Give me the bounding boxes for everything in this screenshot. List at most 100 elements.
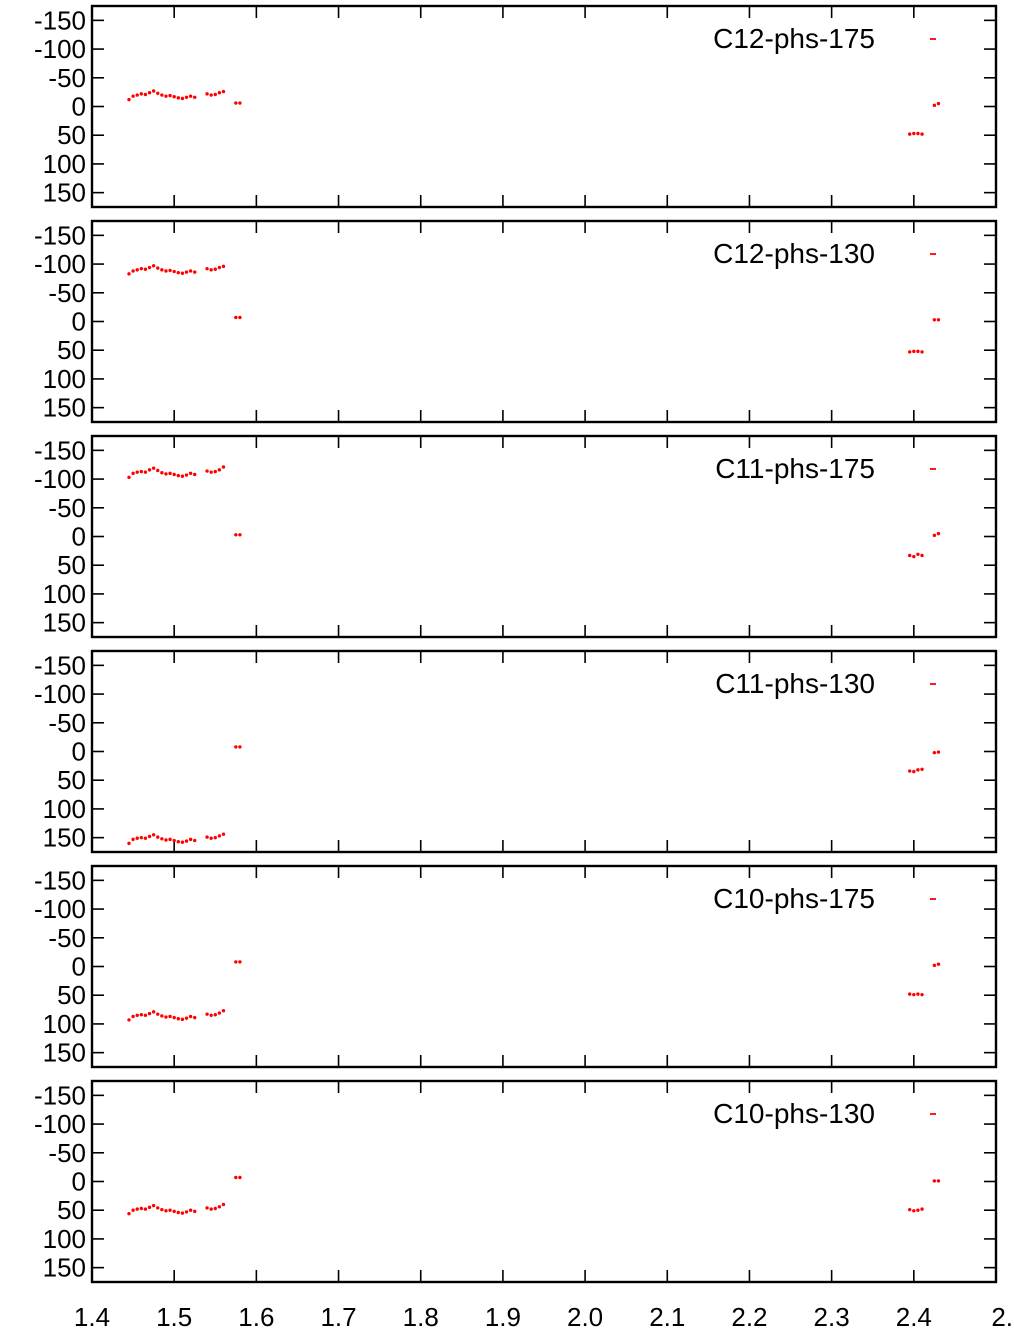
data-point [217,91,222,95]
y-tick-label: 0 [72,1167,86,1197]
data-point [213,1206,217,1211]
data-point [238,533,242,537]
data-point [205,266,209,271]
y-tick-label: -50 [48,278,86,308]
data-point [160,1207,164,1212]
data-point [135,268,139,272]
data-point [213,1013,217,1017]
y-tick-label: -50 [48,493,86,523]
data-point [147,1205,152,1210]
data-point [193,838,197,843]
data-point [238,1175,242,1180]
x-tick-label: 1.7 [320,1302,356,1332]
data-point [131,471,135,476]
data-point [131,1208,135,1212]
data-point [139,92,144,96]
data-point [139,835,144,840]
data-point [139,266,144,271]
y-tick-label: -50 [48,708,86,738]
data-point [932,1179,937,1183]
data-point [193,95,197,100]
data-point [131,94,135,98]
data-point [168,837,172,842]
data-point [936,1179,941,1183]
data-point [151,833,156,837]
data-point [221,1202,226,1207]
legend-label: C10-phs-175 [713,883,875,914]
y-tick-label: 150 [43,393,86,423]
data-point [213,835,217,840]
data-point [135,1207,139,1211]
data-point [176,96,180,100]
data-point [217,834,222,838]
data-point [209,93,213,97]
y-tick-label: -100 [34,1109,86,1139]
data-point [147,468,152,472]
data-point [916,552,920,557]
data-point [184,270,189,274]
y-tick-label: 0 [72,952,86,982]
data-point [176,1210,180,1215]
y-tick-label: 100 [43,794,86,824]
y-tick-label: -50 [48,1138,86,1168]
data-point [143,267,148,271]
data-point [932,318,937,322]
data-point [180,1211,185,1215]
data-point [151,1010,156,1014]
data-point [188,1014,193,1019]
data-point [164,269,168,273]
data-point [932,533,937,538]
x-tick-label: 2.3 [814,1302,850,1332]
data-point [172,1209,176,1214]
y-tick-label: 0 [72,737,86,767]
data-point [160,471,164,475]
data-point [209,1207,213,1211]
data-point [234,960,238,964]
x-tick-label: 2.0 [567,1302,603,1332]
data-point [912,1209,916,1213]
data-point [127,97,131,102]
data-point [168,471,172,476]
data-point [936,531,941,536]
data-point [238,745,242,749]
data-point [916,1208,920,1212]
data-point [143,470,148,474]
data-point [205,1206,209,1210]
data-point [908,992,912,996]
y-tick-label: 0 [72,522,86,552]
data-point [209,268,213,272]
data-point [180,474,185,478]
data-point [193,1015,197,1020]
y-tick-label: 50 [57,335,86,365]
data-point [127,1018,131,1022]
data-point [151,1203,156,1208]
y-tick-label: -150 [34,1080,86,1110]
data-point [213,267,217,271]
data-point [213,469,217,474]
data-point [908,769,912,773]
data-point [221,1009,226,1013]
data-point [164,472,168,476]
data-point [168,1014,172,1019]
y-tick-label: -150 [34,5,86,35]
data-point [127,841,131,846]
data-point [234,1175,238,1180]
data-point [193,472,197,477]
data-point [234,745,238,749]
data-point [920,350,924,354]
data-point [164,838,168,842]
data-point [205,92,209,96]
y-tick-label: 100 [43,149,86,179]
data-point [188,1208,193,1212]
data-point [238,315,242,320]
y-tick-label: 150 [43,823,86,853]
data-point [209,1013,213,1018]
data-point [221,465,226,469]
data-point [131,837,135,842]
y-tick-label: -150 [34,220,86,250]
data-point [184,1210,189,1214]
data-point [151,264,156,268]
data-point [912,992,916,997]
